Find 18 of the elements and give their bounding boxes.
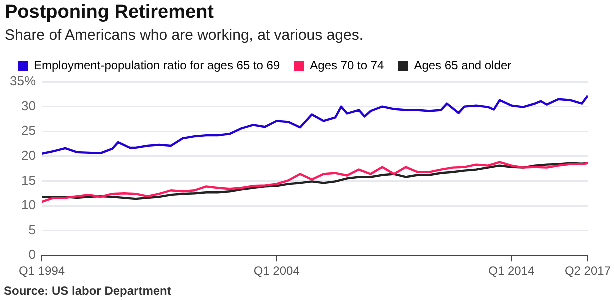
source-note: Source: US labor Department [4, 284, 172, 298]
y-tick-label: 5 [28, 222, 36, 238]
y-tick-label: 35% [10, 74, 36, 89]
chart-title: Postponing Retirement [5, 2, 214, 24]
y-tick-label: 20 [22, 148, 36, 163]
legend-label: Ages 65 and older [414, 58, 512, 72]
legend-label: Ages 70 to 74 [310, 58, 385, 72]
x-tick-label: Q2 2017 [564, 264, 612, 278]
chart-subtitle: Share of Americans who are working, at various ages. [5, 27, 364, 44]
x-tick-label: Q1 2014 [488, 264, 536, 278]
y-tick-label: 30 [22, 98, 36, 114]
y-tick-label: 25 [22, 123, 36, 138]
y-tick-label: 15 [22, 172, 36, 188]
x-tick-label: Q1 2004 [254, 264, 300, 278]
y-tick-label: 10 [22, 198, 36, 213]
legend-label: Employment-population ratio for ages 65 to 69 [34, 58, 280, 72]
x-tick-label: Q1 1994 [18, 264, 66, 278]
y-tick-label: 0 [28, 247, 36, 262]
